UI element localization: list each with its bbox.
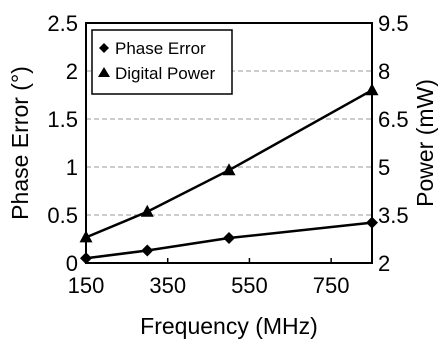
plot-frame	[85, 22, 373, 264]
y-left-tick-label: 1.5	[47, 107, 78, 132]
y-right-tick-label: 9.5	[378, 11, 409, 36]
y-right-tick-label: 8	[378, 59, 390, 84]
y-left-tick-label: 1	[66, 155, 78, 180]
y-left-tick-label: 2	[66, 59, 78, 84]
data-point-digital-power	[140, 204, 154, 217]
series-lines	[85, 89, 373, 260]
x-tick-label: 350	[149, 273, 186, 298]
y-right-tick-label: 5	[378, 155, 390, 180]
y-left-tick-label: 0.5	[47, 203, 78, 228]
y-left-tick-labels: 0 0.5 1 1.5 2 2.5	[47, 11, 78, 276]
y-left-axis-label: Phase Error (°)	[7, 66, 33, 220]
y-right-tick-label: 3.5	[378, 203, 409, 228]
legend-entry-phase-error: Phase Error	[115, 39, 206, 58]
series-line-digital-power	[85, 89, 373, 239]
x-tick-labels: 150 350 550 750	[68, 258, 350, 298]
legend-entry-digital-power: Digital Power	[115, 64, 215, 83]
legend-box	[91, 29, 233, 95]
legend: Phase Error Digital Power	[91, 29, 233, 95]
series-line-phase-error	[85, 221, 373, 260]
y-left-tick-label: 2.5	[47, 11, 78, 36]
data-point-phase-error	[141, 244, 154, 257]
x-tick-label: 550	[231, 273, 268, 298]
y-right-tick-labels: 2 3.5 5 6.5 8 9.5	[378, 11, 409, 276]
x-axis-label: Frequency (MHz)	[140, 313, 318, 339]
y-right-tick-label: 6.5	[378, 107, 409, 132]
y-right-tick-label: 2	[378, 251, 390, 276]
x-tick-label: 150	[68, 273, 105, 298]
y-right-axis-label: Power (mW)	[412, 79, 438, 207]
y-left-tick-label: 0	[66, 251, 78, 276]
x-tick-label: 750	[313, 273, 350, 298]
legend-triangle-icon	[98, 67, 110, 77]
legend-diamond-icon	[99, 43, 109, 53]
data-point-phase-error	[223, 232, 235, 245]
data-point-digital-power	[222, 163, 236, 176]
